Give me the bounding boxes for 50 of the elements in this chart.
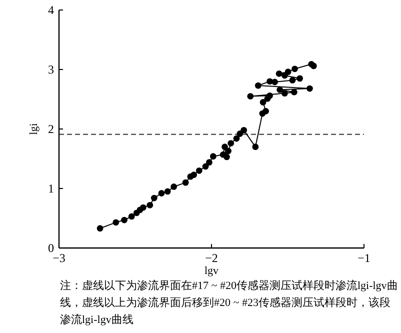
y-tick-label: 4 [48,3,54,17]
point [196,167,202,174]
point [260,99,266,106]
point [276,70,282,77]
point [121,216,128,224]
point [266,92,273,99]
y-tick-label: 3 [48,62,54,76]
point [225,148,232,154]
point [296,75,303,82]
point [202,163,209,170]
point [254,82,262,89]
point [140,204,146,211]
point [236,130,244,137]
point [262,108,269,114]
point [96,225,104,232]
x-tick-label: −2 [205,251,218,265]
point [233,135,240,142]
point [306,85,313,92]
point [128,213,135,220]
x-axis-title: lgv [204,265,220,277]
point [289,77,296,84]
point [222,144,228,150]
y-axis-title: lgi [28,123,40,135]
point [284,68,292,76]
y-tick-label: 2 [48,122,54,136]
point [170,184,178,190]
point [228,140,234,146]
point [164,188,171,195]
point [272,78,278,86]
point [292,66,298,72]
point [276,86,284,93]
point [290,88,298,96]
text: 注：虚线以下为渗流界面在#17 ~ #20传感器测压试样段时渗流lgi-lgv曲线，虚线以上为渗流界面后移到#20 ~ #23传感器测压试样段时，该段渗流lgi-lgv曲线 [60,278,398,328]
point [224,154,230,160]
y-tick-label: 0 [48,241,54,255]
point [282,90,288,96]
point [210,153,216,160]
point [146,202,154,208]
x-tick-label: −3 [52,251,66,265]
point [112,219,120,226]
x-tick-label: −1 [358,251,370,265]
point [252,144,259,150]
point [182,179,189,186]
point [158,190,165,196]
point [206,159,212,166]
y-tick-label: 1 [48,182,54,196]
point [150,194,158,202]
point [247,93,254,100]
point [190,172,198,178]
point [240,126,248,134]
